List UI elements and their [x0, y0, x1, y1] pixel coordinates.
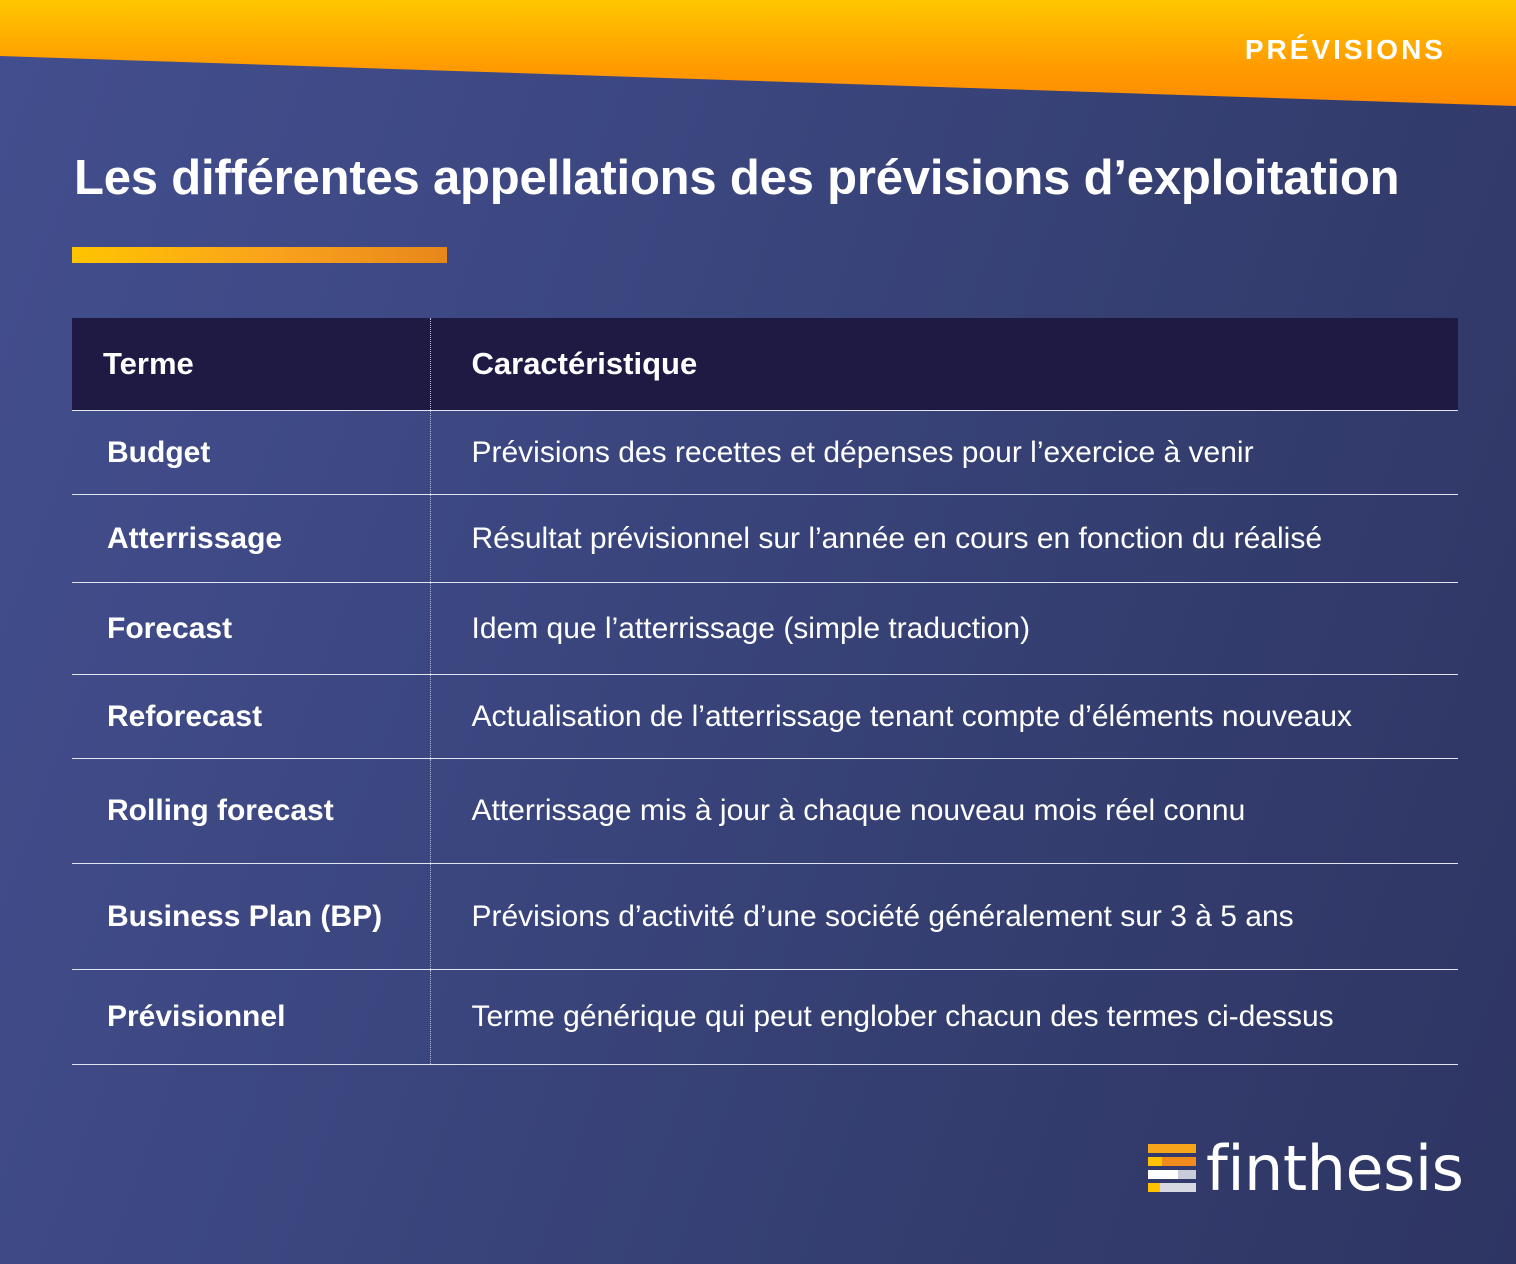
term-cell: Atterrissage: [72, 494, 430, 583]
table-row: Atterrissage Résultat prévisionnel sur l…: [72, 494, 1458, 583]
table-row: Reforecast Actualisation de l’atterrissa…: [72, 674, 1458, 759]
description-cell: Actualisation de l’atterrissage tenant c…: [429, 674, 1458, 759]
description-cell: Prévisions des recettes et dépenses pour…: [429, 410, 1458, 495]
page-title: Les différentes appellations des prévisi…: [74, 151, 1400, 205]
table-row: Rolling forecast Atterrissage mis à jour…: [72, 758, 1458, 864]
section-tag: PRÉVISIONS: [1244, 34, 1446, 65]
description-cell: Résultat prévisionnel sur l’année en cou…: [429, 494, 1458, 583]
term-cell: Reforecast: [72, 674, 430, 759]
description-cell: Idem que l’atterrissage (simple traducti…: [429, 582, 1458, 675]
term-cell: Budget: [72, 410, 430, 495]
column-header-term: Terme: [72, 318, 430, 411]
table-row: Budget Prévisions des recettes et dépens…: [72, 410, 1458, 495]
terms-table: Terme Caractéristique Budget Prévisions …: [72, 318, 1458, 1065]
term-cell: Business Plan (BP): [72, 863, 430, 970]
description-cell: Prévisions d’activité d’une société géné…: [429, 863, 1458, 970]
table-row: Prévisionnel Terme générique qui peut en…: [72, 969, 1458, 1065]
description-cell: Atterrissage mis à jour à chaque nouveau…: [429, 758, 1458, 864]
term-cell: Rolling forecast: [72, 758, 430, 864]
description-cell: Terme générique qui peut englober chacun…: [429, 969, 1458, 1065]
column-header-characteristic: Caractéristique: [429, 318, 1458, 411]
table-row: Forecast Idem que l’atterrissage (simple…: [72, 582, 1458, 675]
table-row: Business Plan (BP) Prévisions d’activité…: [72, 863, 1458, 970]
finthesis-logo: finthesis: [1148, 1132, 1464, 1205]
table-header-row: Terme Caractéristique: [72, 318, 1458, 411]
brand-name: finthesis: [1206, 1132, 1464, 1205]
title-underline: [72, 247, 447, 263]
stacked-bars-icon: [1148, 1144, 1196, 1194]
term-cell: Prévisionnel: [72, 969, 430, 1065]
term-cell: Forecast: [72, 582, 430, 675]
